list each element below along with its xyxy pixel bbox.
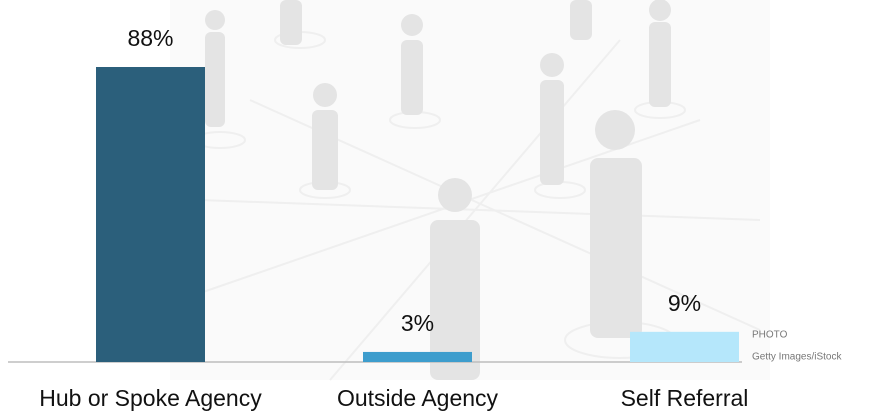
x-tick-label: Hub or Spoke Agency	[39, 385, 262, 411]
bar	[363, 351, 472, 362]
bar	[96, 67, 205, 362]
background-photo	[170, 0, 770, 381]
x-tick-label: Outside Agency	[337, 385, 499, 411]
value-label: 9%	[668, 290, 701, 316]
value-label: 3%	[401, 310, 434, 336]
credit-label: PHOTO	[752, 330, 788, 341]
bar	[630, 331, 739, 362]
value-label: 88%	[127, 25, 173, 51]
x-tick-label: Self Referral	[621, 385, 749, 411]
credit-source: Getty Images/iStock	[752, 352, 842, 363]
